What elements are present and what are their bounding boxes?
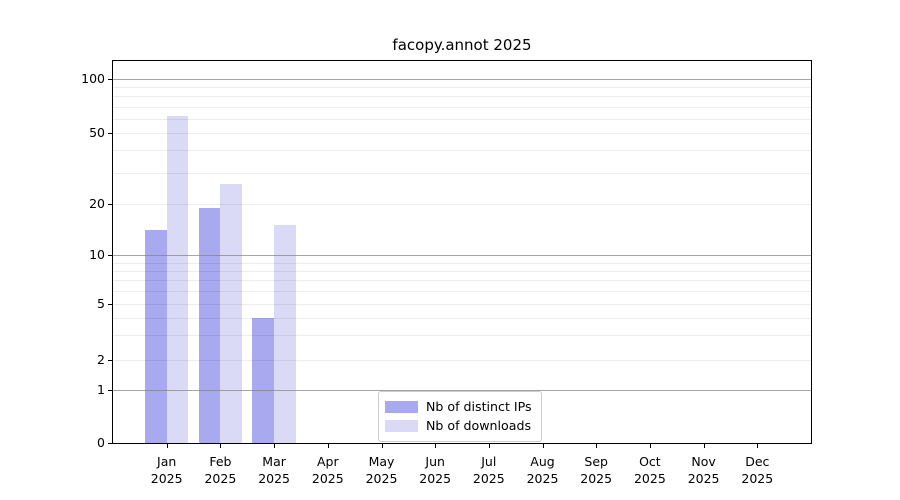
x-tick-label-may: May 2025 <box>365 454 398 486</box>
x-tick-label-feb: Feb 2025 <box>204 454 237 486</box>
x-tick-label-mar: Mar 2025 <box>258 454 290 486</box>
x-tick-label-dec: Dec 2025 <box>741 454 774 486</box>
gridline-3 <box>113 335 811 337</box>
plot-area: 0 1 2 5 10 20 50 100 Jan 2025 Feb 2025 Mar 2025 Ap… <box>81 60 812 486</box>
legend-item-downloads: Nb of downloads <box>385 416 534 435</box>
y-tick-label-50: 50 <box>89 125 105 140</box>
gridline-40 <box>113 150 811 152</box>
y-tick-label-1: 1 <box>97 382 105 397</box>
gridline-7 <box>113 280 811 282</box>
y-tick-label-10: 10 <box>89 247 105 262</box>
y-tick-5 <box>108 304 112 305</box>
y-tick-label-5: 5 <box>97 296 105 311</box>
bar-downloads-mar <box>274 225 296 443</box>
legend-item-distinct-ips: Nb of distinct IPs <box>385 397 534 416</box>
gridline-4 <box>113 317 811 319</box>
gridline-10 <box>113 255 811 256</box>
gridline-5 <box>113 304 811 305</box>
x-tick-label-jan: Jan 2025 <box>150 454 183 486</box>
x-tick-sep <box>596 444 598 448</box>
bar-downloads-jan <box>166 116 189 443</box>
x-tick-label-nov: Nov 2025 <box>687 454 720 486</box>
legend-swatch-downloads <box>385 419 418 432</box>
legend-label: Nb of distinct IPs <box>426 399 532 414</box>
x-tick-mar <box>274 444 276 448</box>
bar-downloads-feb <box>220 183 243 443</box>
y-tick-label-100: 100 <box>81 71 105 86</box>
x-tick-jun <box>435 444 437 448</box>
bar-distinct-ips-jan <box>144 230 167 443</box>
gridline-100 <box>113 79 811 80</box>
gridline-2 <box>113 360 811 361</box>
x-tick-dec <box>757 444 759 448</box>
y-tick-1 <box>108 390 112 391</box>
gridline-6 <box>113 291 811 293</box>
bar-distinct-ips-feb <box>198 207 221 443</box>
chart-title: facopy.annot 2025 <box>392 36 532 54</box>
x-tick-may <box>381 444 383 448</box>
x-tick-feb <box>220 444 222 448</box>
y-tick-label-2: 2 <box>97 352 105 367</box>
y-tick-20 <box>108 204 112 205</box>
x-tick-label-jul: Jul 2025 <box>472 454 505 486</box>
gridline-70 <box>113 106 811 108</box>
y-tick-0 <box>108 443 112 444</box>
x-tick-nov <box>703 444 705 448</box>
x-tick-aug <box>542 444 544 448</box>
legend: Nb of distinct IPs Nb of downloads <box>378 391 542 442</box>
gridline-50 <box>113 133 811 134</box>
x-tick-label-oct: Oct 2025 <box>633 454 666 486</box>
gridline-9 <box>113 262 811 264</box>
legend-label: Nb of downloads <box>426 418 532 433</box>
x-tick-label-sep: Sep 2025 <box>580 454 613 486</box>
x-tick-label-aug: Aug 2025 <box>526 454 559 486</box>
x-tick-label-jun: Jun 2025 <box>419 454 452 486</box>
x-tick-jul <box>488 444 490 448</box>
x-tick-label-apr: Apr 2025 <box>311 454 344 486</box>
y-tick-10 <box>108 255 112 256</box>
gridline-30 <box>113 172 811 174</box>
gridline-20 <box>113 204 811 205</box>
y-tick-50 <box>108 133 112 134</box>
gridline-8 <box>113 270 811 272</box>
gridline-80 <box>113 96 811 98</box>
x-tick-oct <box>649 444 651 448</box>
gridline-90 <box>113 87 811 89</box>
x-tick-apr <box>327 444 329 448</box>
gridline-60 <box>113 118 811 120</box>
y-tick-100 <box>108 79 112 80</box>
x-tick-jan <box>166 444 168 448</box>
bar-distinct-ips-mar <box>252 317 275 443</box>
y-tick-label-0: 0 <box>97 435 105 450</box>
gridline-1 <box>113 390 811 391</box>
legend-swatch-distinct-ips <box>385 400 418 413</box>
y-tick-label-20: 20 <box>89 196 105 211</box>
y-tick-2 <box>108 360 112 361</box>
